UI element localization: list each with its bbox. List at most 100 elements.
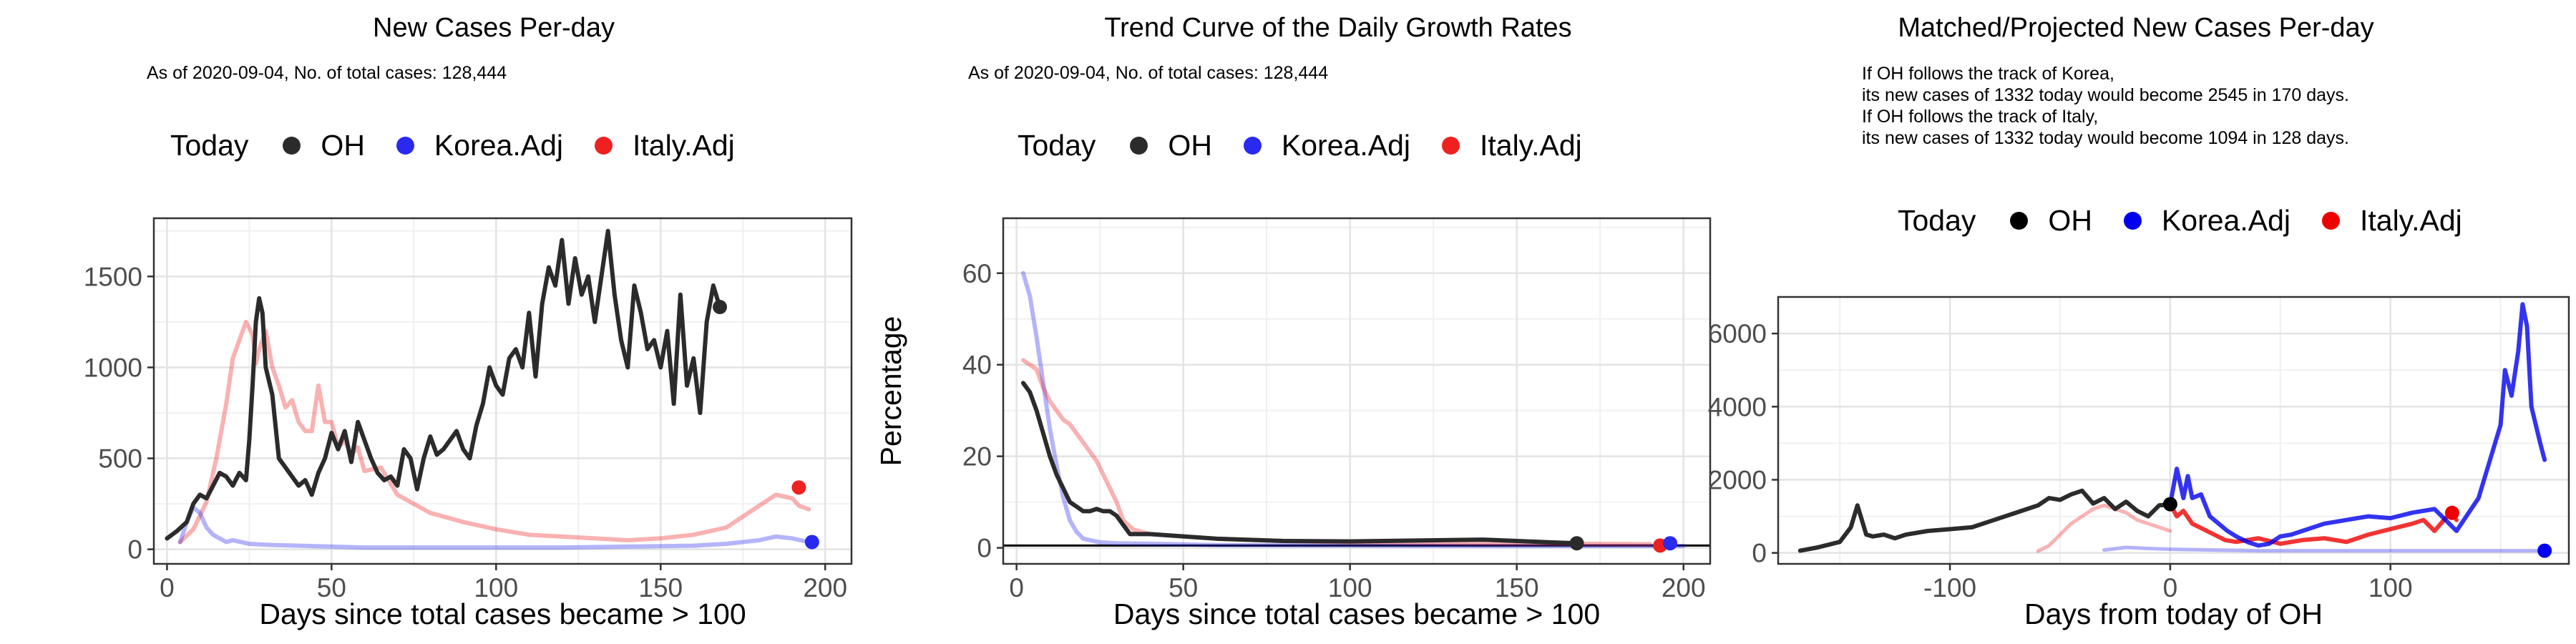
series-line-korea-adj	[177, 505, 811, 550]
y-tick-label: 40	[962, 351, 992, 380]
today-point-korea-adj	[1663, 536, 1678, 551]
legend-item-oh: OH	[1130, 129, 1212, 162]
y-axis-label: Percentage	[874, 316, 907, 467]
x-axis-label: Days from today of OH	[2024, 597, 2323, 630]
y-tick-label: 1500	[84, 262, 142, 291]
y-tick-label: 1000	[84, 353, 142, 382]
x-axis-label: Days since total cases became > 100	[1113, 597, 1600, 630]
series-line-oh	[1020, 381, 1579, 546]
x-tick-label: 200	[803, 573, 847, 602]
legend-item-korea: Korea.Adj	[2123, 204, 2290, 238]
legend-label-italy: Italy.Adj	[1479, 129, 1582, 162]
today-point-oh	[713, 300, 728, 315]
annotation-line: its new cases of 1332 today would become…	[1862, 85, 2349, 105]
series-line-italy-adj	[2036, 503, 2172, 553]
today-point-korea-adj	[2537, 543, 2552, 558]
today-point-oh	[2162, 497, 2177, 512]
x-tick-label: 100	[2368, 573, 2413, 602]
legend-label-oh: OH	[1168, 129, 1212, 162]
plot-border	[1002, 217, 1712, 565]
x-tick-label: 50	[317, 573, 346, 602]
legend-dot-italy	[1441, 137, 1460, 155]
y-tick-label: 0	[1752, 539, 1767, 568]
legend-dot-korea	[396, 137, 414, 155]
legend-dot-italy	[2321, 212, 2340, 230]
legend-dot-italy	[594, 137, 613, 155]
y-tick-label: 0	[127, 535, 142, 565]
legend-item-italy: Italy.Adj	[594, 129, 735, 162]
annotation-line: its new cases of 1332 today would become…	[1862, 128, 2349, 148]
legend-dot-korea	[2123, 212, 2142, 230]
y-tick-label: 2000	[1708, 465, 1767, 494]
legend-dot-oh	[2010, 212, 2029, 230]
y-axis: 0 20 40 60	[962, 259, 1003, 563]
x-axis-label: Days since total cases became > 100	[259, 597, 746, 630]
today-point-korea-adj	[804, 535, 819, 550]
legend-item-italy: Italy.Adj	[2321, 204, 2462, 238]
legend-item-oh: OH	[2010, 204, 2092, 238]
y-tick-label: 20	[962, 442, 992, 472]
legend-item-italy: Italy.Adj	[1441, 129, 1582, 162]
legend-dot-korea	[1243, 137, 1262, 155]
x-axis: -100 0 100	[1923, 564, 2413, 602]
panel-new-cases: New Cases Per-day As of 2020-09-04, No. …	[0, 0, 859, 644]
today-point-italy-adj	[2444, 505, 2459, 520]
legend-title: Today	[1898, 204, 1976, 237]
chart-title: Matched/Projected New Cases Per-day	[1898, 13, 2374, 43]
legend-label-italy: Italy.Adj	[2359, 204, 2462, 237]
legend-item-korea: Korea.Adj	[396, 129, 563, 162]
projection-annotation: If OH follows the track of Korea, its ne…	[1862, 63, 2349, 149]
legend-label-oh: OH	[321, 129, 365, 162]
legend-label-italy: Italy.Adj	[632, 129, 735, 162]
chart-subtitle: As of 2020-09-04, No. of total cases: 12…	[968, 63, 1329, 83]
y-tick-label: 6000	[1708, 319, 1767, 348]
grid	[1778, 297, 2569, 564]
annotation-line: If OH follows the track of Italy,	[1862, 107, 2099, 127]
x-tick-label: 50	[1169, 573, 1198, 602]
panel-projected: Matched/Projected New Cases Per-day If O…	[1708, 0, 2576, 644]
grid	[154, 218, 852, 564]
series-line-korea-adj	[1020, 270, 1686, 549]
y-tick-label: 500	[98, 444, 142, 474]
x-axis: 0 50 100 150 200	[160, 564, 847, 602]
grid	[1003, 218, 1710, 564]
x-tick-label: 0	[1009, 573, 1024, 602]
y-tick-label: 60	[962, 259, 992, 288]
today-point-oh	[1569, 536, 1584, 551]
x-tick-label: -100	[1923, 573, 1976, 602]
x-tick-label: 100	[474, 573, 518, 602]
x-tick-label: 150	[1495, 573, 1539, 602]
y-tick-label: 0	[977, 534, 992, 563]
chart-title: New Cases Per-day	[373, 13, 615, 43]
series-line-oh	[1797, 488, 2172, 553]
legend: Today OH Korea.Adj Italy.Adj	[170, 129, 766, 162]
legend-item-korea: Korea.Adj	[1243, 129, 1410, 162]
legend-title: Today	[170, 129, 249, 162]
x-tick-label: 0	[160, 573, 175, 602]
plot-new-cases: 0 50 100 150 200 0 500 1000 1500 Days since total…	[84, 217, 853, 630]
legend: Today OH Korea.Adj Italy.Adj	[1898, 204, 2494, 238]
series-line-korea-adj	[2102, 545, 2547, 553]
chart-subtitle: As of 2020-09-04, No. of total cases: 12…	[147, 63, 507, 83]
legend-title: Today	[1018, 129, 1096, 162]
legend-label-korea: Korea.Adj	[1281, 129, 1410, 162]
today-point-italy-adj	[791, 480, 806, 495]
chart-title: Trend Curve of the Daily Growth Rates	[1104, 13, 1572, 43]
legend-dot-oh	[1130, 137, 1148, 155]
legend-label-korea: Korea.Adj	[434, 129, 563, 162]
legend-label-oh: OH	[2048, 204, 2092, 237]
series-line-korea-adj	[2167, 302, 2547, 548]
legend-dot-oh	[283, 137, 301, 155]
plot-border	[1777, 296, 2570, 565]
plot-border	[152, 217, 853, 565]
series-line-italy-adj	[2167, 502, 2459, 546]
y-axis: 0 500 1000 1500	[84, 262, 154, 565]
x-axis: 0 50 100 150 200	[1009, 564, 1706, 602]
x-tick-label: 150	[638, 573, 683, 602]
legend-label-korea: Korea.Adj	[2161, 204, 2290, 237]
y-axis: 0 2000 4000 6000	[1708, 319, 1778, 568]
legend: Today OH Korea.Adj Italy.Adj	[1018, 129, 1614, 162]
plot-growth-rates: 0 50 100 150 200 0 20 40 60 Days since total case…	[874, 217, 1712, 630]
x-tick-label: 0	[2163, 573, 2178, 602]
